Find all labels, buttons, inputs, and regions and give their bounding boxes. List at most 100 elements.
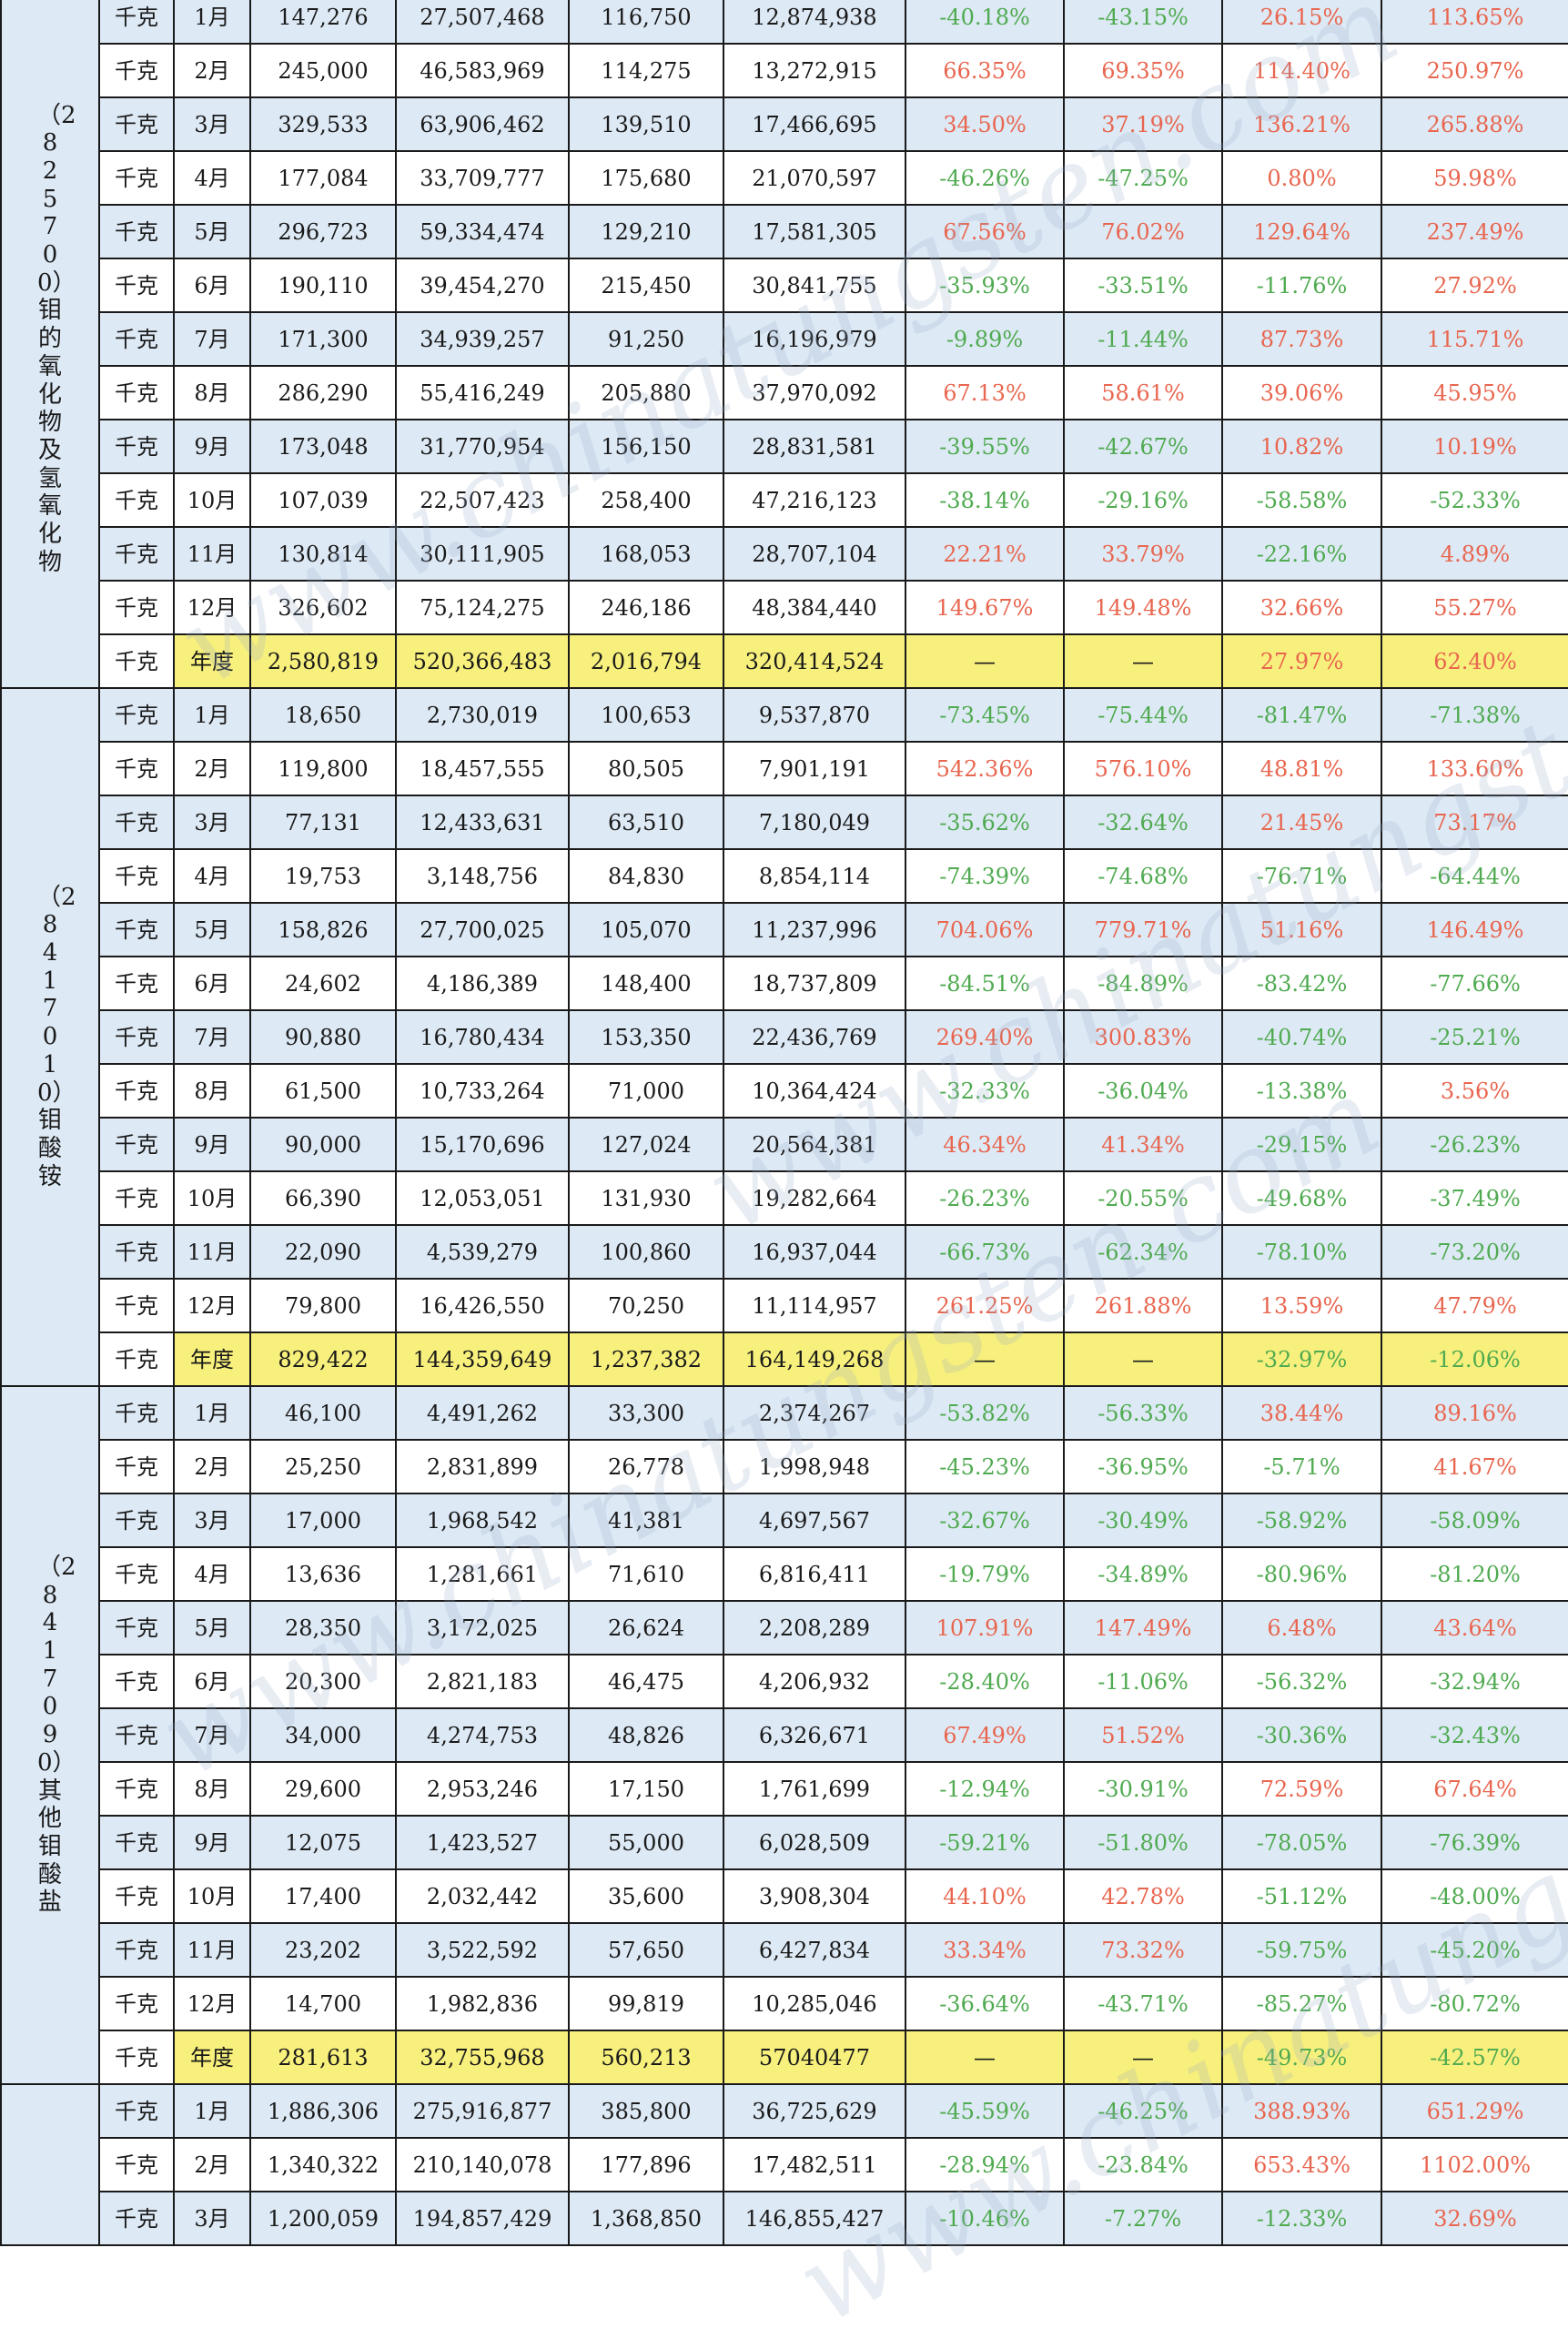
- pct-cell: -59.75%: [1221, 1922, 1382, 1978]
- pct-cell: 76.02%: [1063, 204, 1223, 259]
- cell: 2,730,019: [395, 687, 570, 743]
- unit-cell: 千克: [98, 956, 175, 1011]
- unit-cell: 千克: [98, 1546, 175, 1602]
- pct-cell: 73.32%: [1063, 1922, 1223, 1978]
- pct-cell: -84.51%: [905, 956, 1065, 1011]
- table-row: 千克 10月 107,039 22,507,423 258,400 47,216,123-…: [1, 472, 1568, 528]
- cell: 177,896: [568, 2137, 724, 2192]
- pct-cell: —: [1063, 1331, 1223, 1387]
- pct-cell: 67.64%: [1381, 1761, 1568, 1817]
- unit-cell: 千克: [98, 1815, 175, 1870]
- cell: 1,368,850: [568, 2191, 724, 2246]
- cell: 296,723: [249, 204, 397, 259]
- cell: 16,426,550: [395, 1278, 570, 1333]
- cell: 107,039: [249, 472, 397, 528]
- pct-cell: -32.97%: [1221, 1331, 1382, 1387]
- table-row: 千克 3月 17,000 1,968,542 41,381 4,697,567 -32.67…: [1, 1493, 1568, 1548]
- pct-cell: -81.20%: [1381, 1546, 1568, 1602]
- table-row: 千克 10月 66,390 12,053,051 131,930 19,282,664 -2…: [1, 1170, 1568, 1226]
- table-row: 千克 8月 61,500 10,733,264 71,000 10,364,424 -32.…: [1, 1063, 1568, 1119]
- cell: 23,202: [249, 1922, 397, 1978]
- cell: 26,624: [568, 1600, 724, 1655]
- pct-cell: -23.84%: [1063, 2137, 1223, 2192]
- cell: 3,908,304: [723, 1868, 906, 1924]
- cell: 77,131: [249, 795, 397, 850]
- cell: 32,755,968: [395, 2030, 570, 2085]
- cell: 1,886,306: [249, 2083, 397, 2139]
- pct-cell: 261.88%: [1063, 1278, 1223, 1333]
- unit-cell: 千克: [98, 1278, 175, 1333]
- unit-cell: 千克: [98, 2191, 175, 2246]
- pct-cell: -80.72%: [1381, 1976, 1568, 2031]
- pct-cell: -33.51%: [1063, 258, 1223, 313]
- month-cell: 8月: [173, 1063, 251, 1119]
- pct-cell: 10.82%: [1221, 419, 1382, 474]
- cell: 139,510: [568, 96, 724, 152]
- cell: 17,581,305: [723, 204, 906, 259]
- cell: 18,650: [249, 687, 397, 743]
- cell: 16,937,044: [723, 1224, 906, 1280]
- unit-cell: 千克: [98, 687, 175, 743]
- pct-cell: 261.25%: [905, 1278, 1065, 1333]
- cell: 47,216,123: [723, 472, 906, 528]
- unit-cell: 千克: [98, 1439, 175, 1494]
- table-row: 千克 5月 28,350 3,172,025 26,624 2,208,289 107.91…: [1, 1600, 1568, 1655]
- cell: 55,000: [568, 1815, 724, 1870]
- pct-cell: 89.16%: [1381, 1385, 1568, 1441]
- cell: 79,800: [249, 1278, 397, 1333]
- pct-cell: -43.15%: [1063, 0, 1223, 45]
- month-cell: 5月: [173, 1600, 251, 1655]
- table-row: 千克 2月 245,000 46,583,969 114,275 13,272,915 66…: [1, 43, 1568, 98]
- pct-cell: -19.79%: [905, 1546, 1065, 1602]
- pct-cell: -42.57%: [1381, 2030, 1568, 2085]
- cell: 1,423,527: [395, 1815, 570, 1870]
- table-row: 千克 5月 158,826 27,700,025 105,070 11,237,996 70…: [1, 902, 1568, 957]
- table-row: 千克 11月 130,814 30,111,905 168,053 28,707,104 2…: [1, 526, 1568, 582]
- cell: 28,831,581: [723, 419, 906, 474]
- pct-cell: -73.45%: [905, 687, 1065, 743]
- pct-cell: -30.49%: [1063, 1493, 1223, 1548]
- month-cell: 7月: [173, 1009, 251, 1065]
- cell: 63,510: [568, 795, 724, 850]
- table-row: 千克 4月 19,753 3,148,756 84,830 8,854,114 -74.39…: [1, 848, 1568, 904]
- cell: 36,725,629: [723, 2083, 906, 2139]
- group-label-text: （2825700）钼的氧化物及氢氧化物: [37, 101, 76, 576]
- cell: 55,416,249: [395, 365, 570, 420]
- cell: 2,821,183: [395, 1654, 570, 1709]
- table-row: 千克 7月 171,300 34,939,257 91,250 16,196,979 -9.…: [1, 311, 1568, 367]
- pct-cell: 269.40%: [905, 1009, 1065, 1065]
- pct-cell: 129.64%: [1221, 204, 1382, 259]
- pct-cell: 27.92%: [1381, 258, 1568, 313]
- cell: 4,539,279: [395, 1224, 570, 1280]
- cell: 6,028,509: [723, 1815, 906, 1870]
- cell: 131,930: [568, 1170, 724, 1226]
- pct-cell: 41.67%: [1381, 1439, 1568, 1494]
- pct-cell: -12.33%: [1221, 2191, 1382, 2246]
- cell: 17,150: [568, 1761, 724, 1817]
- cell: 27,700,025: [395, 902, 570, 957]
- pct-cell: -58.09%: [1381, 1493, 1568, 1548]
- cell: 100,653: [568, 687, 724, 743]
- table-row: 千克 3月 77,131 12,433,631 63,510 7,180,049 -35.6…: [1, 795, 1568, 850]
- cell: 190,110: [249, 258, 397, 313]
- pct-cell: -56.32%: [1221, 1654, 1382, 1709]
- table-row: 千克 8月 29,600 2,953,246 17,150 1,761,699 -12.94…: [1, 1761, 1568, 1817]
- month-cell: 8月: [173, 365, 251, 420]
- pct-cell: -39.55%: [905, 419, 1065, 474]
- pct-cell: 4.89%: [1381, 526, 1568, 582]
- pct-cell: 779.71%: [1063, 902, 1223, 957]
- unit-cell: 千克: [98, 1868, 175, 1924]
- cell: 153,350: [568, 1009, 724, 1065]
- pct-cell: 115.71%: [1381, 311, 1568, 367]
- pct-cell: -45.59%: [905, 2083, 1065, 2139]
- month-cell: 1月: [173, 0, 251, 45]
- pct-cell: 3.56%: [1381, 1063, 1568, 1119]
- cell: 6,326,671: [723, 1707, 906, 1763]
- cell: 156,150: [568, 419, 724, 474]
- cell: 46,475: [568, 1654, 724, 1709]
- pct-cell: -53.82%: [905, 1385, 1065, 1441]
- unit-cell: 千克: [98, 96, 175, 152]
- cell: 91,250: [568, 311, 724, 367]
- pct-cell: -81.47%: [1221, 687, 1382, 743]
